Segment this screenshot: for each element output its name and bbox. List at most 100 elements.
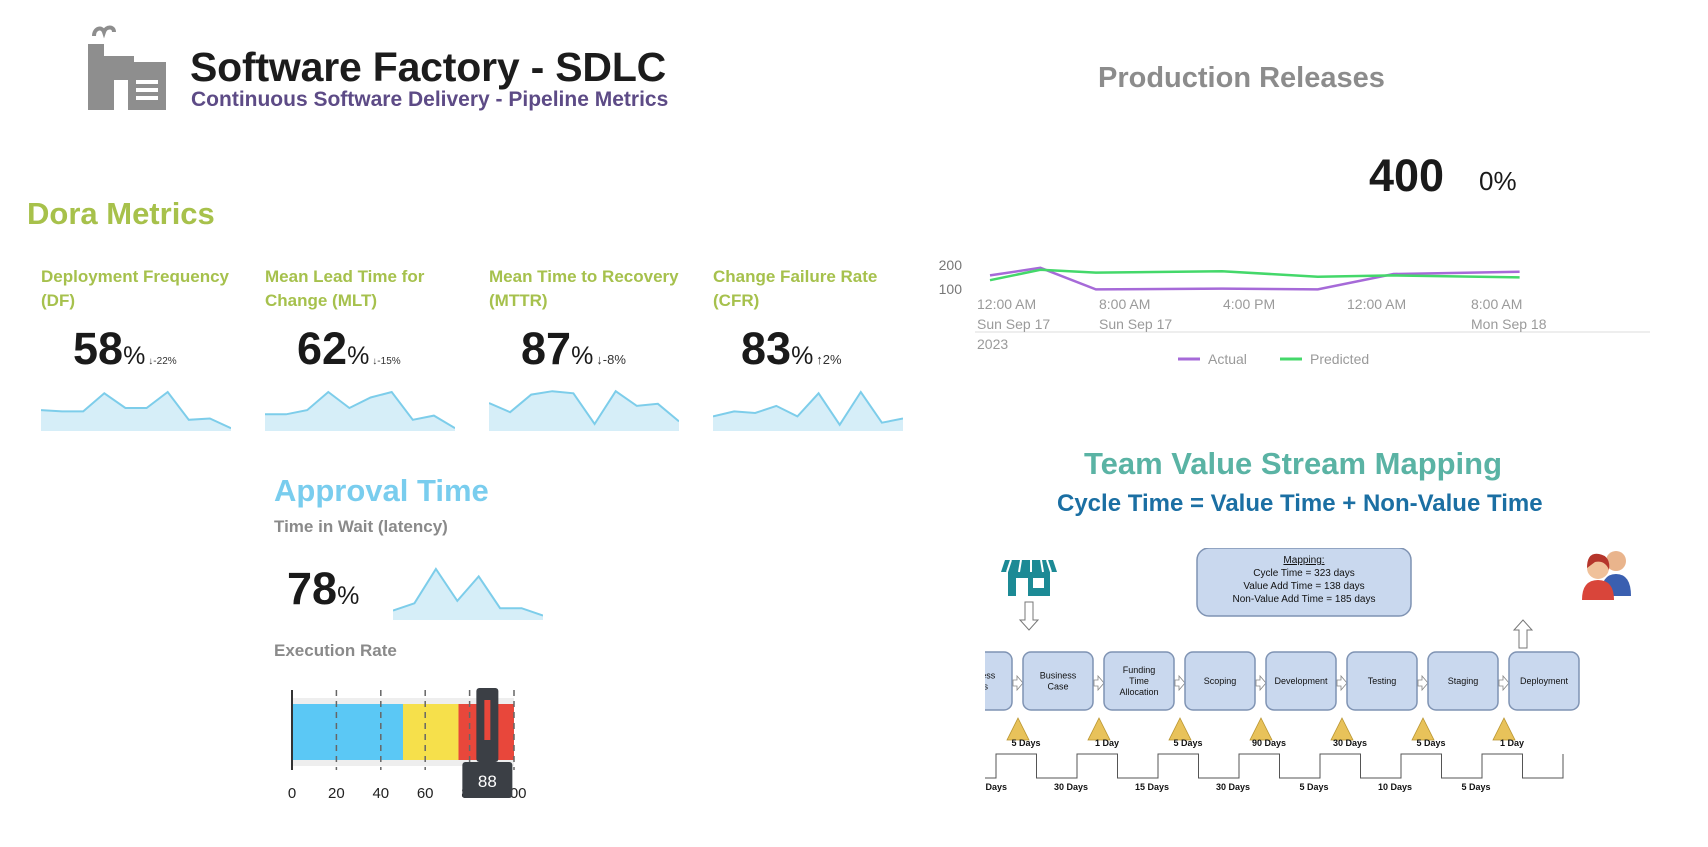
production-releases-change: 0% bbox=[1479, 166, 1517, 196]
timeline-bottom-label: 5 Days bbox=[1299, 782, 1328, 792]
x-tick-label: 8:00 AM bbox=[1099, 296, 1150, 312]
timeline-top-label: 1 Day bbox=[1500, 738, 1524, 748]
mapping-line: Cycle Time = 323 days bbox=[1253, 568, 1354, 579]
gauge-tick-label: 0 bbox=[288, 785, 296, 802]
flow-arrow-icon bbox=[1093, 674, 1105, 692]
timeline-bottom-label: 90 Days bbox=[985, 782, 1007, 792]
approval-time-value-group: 78% bbox=[287, 563, 359, 615]
inventory-triangle-icon bbox=[1411, 717, 1435, 741]
stage-label: Allocation bbox=[1119, 687, 1158, 697]
value-stream-map: Mapping: Cycle Time = 323 days Value Add T… bbox=[985, 548, 1631, 792]
stage-label: Time bbox=[1129, 676, 1149, 686]
approval-time-title: Approval Time bbox=[274, 473, 489, 508]
flow-arrow-icon bbox=[1417, 674, 1429, 692]
execution-rate-label: Execution Rate bbox=[274, 641, 397, 660]
page-title: Software Factory - SDLC bbox=[190, 44, 667, 90]
approval-time-unit: % bbox=[337, 582, 360, 610]
stage-label: Deployment bbox=[1520, 676, 1569, 686]
timeline-bottom-label: 30 Days bbox=[1054, 782, 1088, 792]
stage-box bbox=[1346, 651, 1418, 711]
sparkline-line bbox=[489, 389, 679, 426]
timeline-top-label: 90 Days bbox=[1252, 738, 1286, 748]
stage-box bbox=[1184, 651, 1256, 711]
vsm-subtitle: Cycle Time = Value Time + Non-Value Time bbox=[1057, 490, 1543, 517]
metric-delta: ↓-15% bbox=[372, 356, 401, 367]
series-line bbox=[989, 266, 1520, 291]
gauge-tick-label: 60 bbox=[417, 785, 434, 802]
metric-sparkline bbox=[713, 390, 903, 431]
stage-label: Funding bbox=[1123, 665, 1156, 675]
sparkline-line bbox=[713, 390, 903, 427]
inventory-triangle-icon bbox=[1006, 717, 1030, 741]
mapping-heading: Mapping: bbox=[1283, 555, 1324, 566]
sparkline-line bbox=[393, 567, 543, 617]
sparkline-area bbox=[393, 569, 543, 620]
metric-mean-time-to-recovery[interactable]: Mean Time to Recovery (MTTR) 87% ↓-8% bbox=[489, 265, 689, 431]
inventory-triangle-icon bbox=[1249, 717, 1273, 741]
metric-change-failure-rate[interactable]: Change Failure Rate (CFR) 83% ↑2% bbox=[713, 265, 913, 431]
series-line bbox=[989, 268, 1520, 282]
gauge-value-box bbox=[462, 762, 513, 798]
metric-sparkline bbox=[41, 390, 231, 431]
metric-value-group: 87% ↓-8% bbox=[521, 323, 626, 375]
approval-time-subtitle: Time in Wait (latency) bbox=[274, 517, 448, 536]
stage-label: Case bbox=[1047, 682, 1068, 692]
approval-time-sparkline bbox=[393, 567, 543, 620]
stage-box bbox=[1265, 651, 1337, 711]
mapping-box bbox=[1196, 548, 1412, 617]
metric-value: 58 bbox=[73, 323, 124, 374]
store-icon bbox=[1001, 559, 1057, 596]
metric-unit: % bbox=[123, 342, 146, 370]
stage-box bbox=[1427, 651, 1499, 711]
production-releases-chart[interactable]: 200 100 12:00 AM Sun Sep 17 2023 8:00 AM Sun S… bbox=[930, 236, 1660, 406]
x-tick-label: 12:00 AM bbox=[977, 296, 1036, 312]
stage-label: Staging bbox=[1448, 676, 1479, 686]
approval-time-value: 78 bbox=[287, 563, 338, 614]
stage-label: Business bbox=[985, 671, 996, 681]
stage-box bbox=[1508, 651, 1580, 711]
metric-value: 62 bbox=[297, 323, 348, 374]
x-tick-label: Sun Sep 17 bbox=[1099, 316, 1172, 332]
inventory-triangle-icon bbox=[1330, 717, 1354, 741]
factory-icon bbox=[88, 25, 166, 110]
inventory-triangle-icon bbox=[1168, 717, 1192, 741]
x-tick-label: Sun Sep 17 bbox=[977, 316, 1050, 332]
metric-deployment-frequency[interactable]: Deployment Frequency (DF) 58% ↓-22% bbox=[41, 265, 241, 431]
flow-arrow-icon bbox=[1012, 674, 1024, 692]
gauge-tick-label: 20 bbox=[328, 785, 345, 802]
sparkline-area bbox=[489, 391, 679, 431]
gauge-band bbox=[403, 704, 459, 760]
mapping-line: Value Add Time = 138 days bbox=[1243, 581, 1364, 592]
stage-box bbox=[985, 651, 1013, 711]
flow-arrow-icon bbox=[1174, 674, 1186, 692]
y-tick-label: 200 bbox=[939, 257, 963, 273]
metric-value-group: 62% ↓-15% bbox=[297, 323, 401, 375]
gauge-tick-label: 40 bbox=[372, 785, 389, 802]
metric-label: Change Failure Rate (CFR) bbox=[713, 267, 878, 310]
timeline-top-label: 5 Days bbox=[1011, 738, 1040, 748]
stage-box bbox=[1022, 651, 1094, 711]
timeline-line bbox=[985, 753, 1564, 779]
flow-arrow-icon bbox=[1255, 674, 1267, 692]
gauge-value-label: 88 bbox=[478, 772, 497, 791]
metric-mean-lead-time[interactable]: Mean Lead Time for Change (MLT) 62% ↓-15% bbox=[265, 265, 465, 431]
inventory-triangle-icon bbox=[1492, 717, 1516, 741]
stage-label: Development bbox=[1274, 676, 1328, 686]
metric-label: Mean Time to Recovery (MTTR) bbox=[489, 267, 679, 310]
inventory-triangle-icon bbox=[1087, 717, 1111, 741]
execution-rate-gauge[interactable]: 02040608010088 bbox=[268, 678, 548, 806]
timeline-bottom-label: 5 Days bbox=[1461, 782, 1490, 792]
legend-label: Predicted bbox=[1310, 351, 1369, 367]
timeline-top-label: 30 Days bbox=[1333, 738, 1367, 748]
timeline-bottom-label: 15 Days bbox=[1135, 782, 1169, 792]
metric-delta: ↓-8% bbox=[596, 352, 626, 367]
timeline-bottom-label: 10 Days bbox=[1378, 782, 1412, 792]
people-icon bbox=[1582, 551, 1631, 600]
metric-value-group: 58% ↓-22% bbox=[73, 323, 177, 375]
x-tick-label: 8:00 AM bbox=[1471, 296, 1522, 312]
metric-unit: % bbox=[571, 342, 594, 370]
arrow-down-icon bbox=[1018, 601, 1040, 631]
stage-label: Testing bbox=[1368, 676, 1397, 686]
production-releases-title: Production Releases bbox=[1098, 62, 1385, 94]
metric-sparkline bbox=[489, 389, 679, 431]
